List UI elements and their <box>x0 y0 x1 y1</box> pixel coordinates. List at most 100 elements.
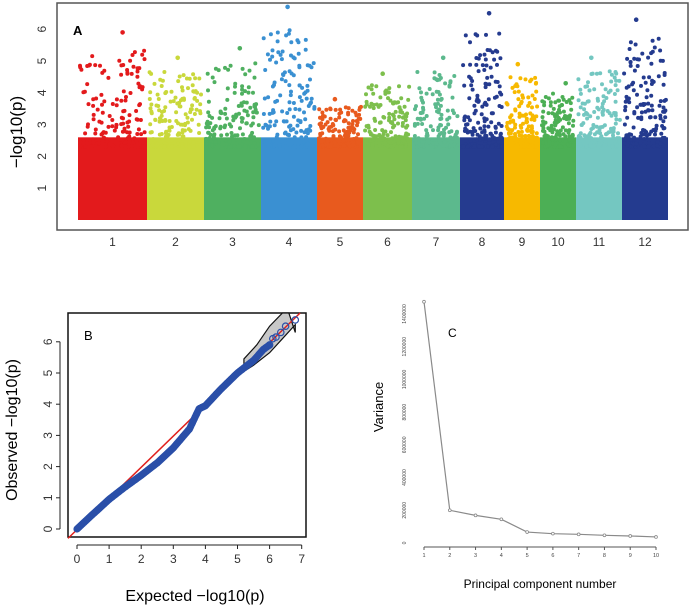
snp-point <box>181 73 186 78</box>
snp-point <box>561 97 566 102</box>
snp-point <box>571 118 576 123</box>
snp-point <box>646 144 651 149</box>
snp-point <box>430 92 435 97</box>
snp-point <box>271 110 276 115</box>
snp-point <box>354 136 359 141</box>
snp-point <box>268 119 273 124</box>
snp-point <box>148 106 153 111</box>
snp-point <box>443 81 448 86</box>
snp-point <box>394 100 399 105</box>
snp-point <box>351 143 356 148</box>
snp-point <box>499 135 504 140</box>
snp-point <box>240 91 244 96</box>
snp-point <box>219 133 224 138</box>
snp-point <box>483 57 488 62</box>
snp-point <box>533 81 538 86</box>
snp-point <box>470 79 475 83</box>
snp-point <box>434 89 439 94</box>
snp-point <box>132 50 137 55</box>
snp-point <box>396 140 401 145</box>
snp-point <box>98 63 102 68</box>
snp-point <box>116 135 121 140</box>
snp-point <box>643 80 648 85</box>
snp-point <box>556 98 561 103</box>
snp-point <box>564 114 569 119</box>
snp-point <box>656 74 661 79</box>
snp-point <box>328 106 333 111</box>
snp-point <box>163 118 168 122</box>
snp-point <box>122 129 127 134</box>
snp-point <box>149 109 154 114</box>
snp-point <box>317 107 322 112</box>
snp-point <box>320 117 325 122</box>
snp-point <box>171 99 176 104</box>
snp-point <box>479 112 484 117</box>
snp-point <box>174 119 179 123</box>
chromosome-block <box>363 137 412 220</box>
snp-point <box>232 90 237 95</box>
snp-point <box>594 71 599 76</box>
snp-point <box>660 135 665 140</box>
snp-point <box>334 118 338 123</box>
snp-point <box>193 76 198 81</box>
variance-point <box>551 531 555 536</box>
snp-point <box>468 138 473 143</box>
snp-point <box>252 135 256 140</box>
snp-point <box>661 82 666 87</box>
x-tick-label: 10 <box>653 553 659 559</box>
snp-point <box>425 144 430 149</box>
snp-point <box>400 121 405 125</box>
snp-point <box>510 141 515 146</box>
snp-point <box>628 40 633 45</box>
snp-point <box>595 105 600 110</box>
snp-point <box>114 103 119 108</box>
snp-point <box>235 144 240 149</box>
snp-point <box>306 127 311 132</box>
snp-point <box>122 140 127 145</box>
snp-point <box>427 87 432 91</box>
snp-point <box>407 84 412 89</box>
snp-point <box>623 108 628 113</box>
snp-point <box>597 127 602 132</box>
snp-point <box>474 137 479 142</box>
snp-point <box>591 126 595 130</box>
snp-point <box>252 141 257 146</box>
snp-point <box>544 141 548 146</box>
snp-point <box>632 137 637 141</box>
snp-point <box>369 83 374 88</box>
snp-point <box>169 144 174 149</box>
x-tick-label: 5 <box>526 553 529 559</box>
snp-point <box>558 144 563 149</box>
snp-point <box>311 144 316 149</box>
x-tick-label: 11 <box>593 235 606 249</box>
snp-point <box>485 75 490 80</box>
snp-point <box>589 136 594 141</box>
snp-point <box>125 70 130 75</box>
snp-point <box>204 142 209 146</box>
scree-ylabel: Variance <box>371 382 386 432</box>
snp-point <box>379 134 384 139</box>
y-tick-label: 3 <box>35 121 49 128</box>
snp-point <box>616 131 620 136</box>
snp-point <box>578 105 583 110</box>
snp-point <box>563 139 568 144</box>
snp-point <box>351 130 356 135</box>
snp-point <box>154 103 159 108</box>
qq-point <box>272 333 280 341</box>
snp-point <box>337 129 342 134</box>
snp-point <box>240 132 245 137</box>
snp-point <box>158 140 163 145</box>
snp-point <box>541 126 546 131</box>
snp-point <box>552 120 557 125</box>
snp-point <box>570 95 575 100</box>
snp-point <box>191 72 196 77</box>
snp-point <box>356 140 361 145</box>
snp-point <box>137 103 142 108</box>
snp-point <box>441 143 446 148</box>
peak-snp-point <box>237 46 243 51</box>
snp-point <box>101 135 106 140</box>
snp-point <box>626 84 631 89</box>
y-tick-label: 3 <box>41 432 55 439</box>
snp-point <box>297 95 302 100</box>
snp-point <box>546 111 551 116</box>
